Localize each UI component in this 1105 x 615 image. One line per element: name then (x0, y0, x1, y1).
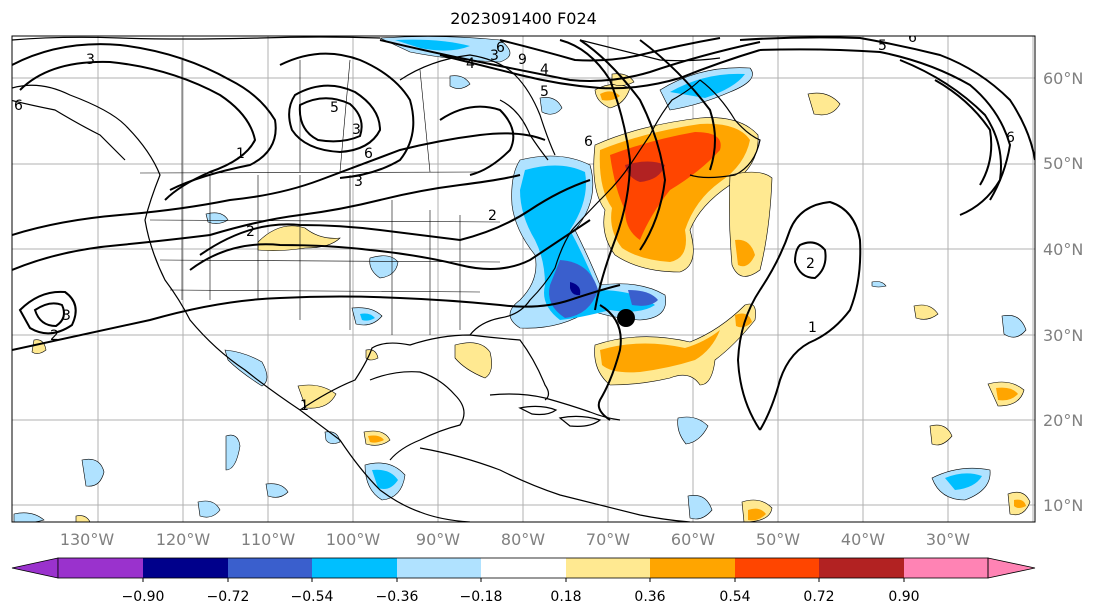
lon-label: 120°W (156, 530, 211, 549)
negative-anomaly-shading (13, 36, 1027, 522)
contour-label: 3 (490, 48, 499, 64)
colorbar-segment (650, 558, 735, 578)
colorbar-segment (397, 558, 481, 578)
contour-label: 5 (540, 84, 549, 100)
contour-label: 4 (466, 56, 475, 72)
lat-label: 10°N (1043, 496, 1083, 515)
lat-label: 60°N (1043, 69, 1083, 88)
lon-label: 70°W (586, 530, 630, 549)
graticule (12, 36, 1035, 522)
lon-label: 50°W (756, 530, 800, 549)
contour-label: 3 (352, 122, 361, 138)
colorbar-segment (735, 558, 819, 578)
lon-label: 130°W (60, 530, 115, 549)
height-contours (12, 36, 1035, 431)
lon-label: 80°W (501, 530, 545, 549)
lat-label: 30°N (1043, 326, 1083, 345)
longitude-axis: 130°W 120°W 110°W 100°W 90°W 80°W 70°W 6… (60, 530, 970, 549)
colorbar-tick-label: −0.54 (291, 589, 334, 605)
contour-label: 9 (518, 52, 527, 68)
lon-label: 100°W (326, 530, 381, 549)
contour-label: 3 (62, 308, 71, 324)
contour-label: 6 (584, 134, 593, 150)
map-title: 2023091400 F024 (450, 9, 597, 28)
colorbar-segment (312, 558, 397, 578)
contour-label: 1 (236, 146, 245, 162)
political-boundaries (139, 59, 501, 335)
colorbar-extend-high (987, 557, 1036, 579)
colorbar-tick-label: −0.90 (122, 589, 165, 605)
contour-label: 6 (14, 98, 23, 114)
coastlines (12, 36, 761, 522)
storm-center-marker (617, 309, 635, 327)
contour-label: 2 (806, 256, 815, 272)
contour-labels: 6 3 5 3 3 2 6 4 3 9 6 4 5 6 1 5 6 2 3 2 … (14, 30, 1015, 414)
colorbar-segment (481, 558, 566, 578)
colorbar-segment (228, 558, 312, 578)
lon-label: 40°W (841, 530, 885, 549)
map-field: 6 3 5 3 3 2 6 4 3 9 6 4 5 6 1 5 6 2 3 2 … (12, 30, 1035, 522)
colorbar-tick-label: −0.18 (460, 589, 503, 605)
colorbar-frame (57, 557, 989, 579)
colorbar-tick-label: −0.72 (207, 589, 250, 605)
colorbar-segment (143, 558, 228, 578)
lon-label: 30°W (926, 530, 970, 549)
colorbar-tick-label: 0.54 (719, 589, 750, 605)
colorbar-tick-label: 0.72 (803, 589, 834, 605)
contour-label: 2 (246, 224, 255, 240)
contour-label: 2 (488, 208, 497, 224)
contour-label: 4 (540, 62, 549, 78)
lat-label: 40°N (1043, 240, 1083, 259)
lat-label: 50°N (1043, 154, 1083, 173)
colorbar-extend-low (11, 557, 59, 579)
lon-label: 60°W (671, 530, 715, 549)
contour-label: 1 (300, 398, 309, 414)
colorbar-segment (566, 558, 650, 578)
lon-label: 90°W (416, 530, 460, 549)
colorbar-tick-label: −0.36 (376, 589, 419, 605)
map-frame (11, 35, 1036, 523)
contour-label: 3 (354, 174, 363, 190)
contour-label: 5 (330, 100, 339, 116)
contour-label: 6 (908, 30, 917, 46)
contour-label: 6 (364, 146, 373, 162)
contour-label: 2 (50, 328, 59, 344)
lon-label: 110°W (241, 530, 296, 549)
contour-label: 3 (86, 52, 95, 68)
colorbar-tick-label: 0.36 (634, 589, 665, 605)
colorbar-segment (58, 558, 143, 578)
lat-label: 20°N (1043, 411, 1083, 430)
contour-label: 6 (1006, 130, 1015, 146)
colorbar-segment (819, 558, 904, 578)
colorbar-tick-label: 0.90 (888, 589, 919, 605)
contour-label: 1 (808, 320, 817, 336)
contour-label: 5 (878, 38, 887, 54)
colorbar (11, 557, 1036, 582)
colorbar-ticks: −0.90 −0.72 −0.54 −0.36 −0.18 0.18 0.36 … (122, 589, 920, 605)
colorbar-tick-label: 0.18 (550, 589, 581, 605)
colorbar-segment (904, 558, 988, 578)
latitude-axis: 60°N 50°N 40°N 30°N 20°N 10°N (1043, 69, 1083, 515)
contour-label: 6 (496, 40, 505, 56)
